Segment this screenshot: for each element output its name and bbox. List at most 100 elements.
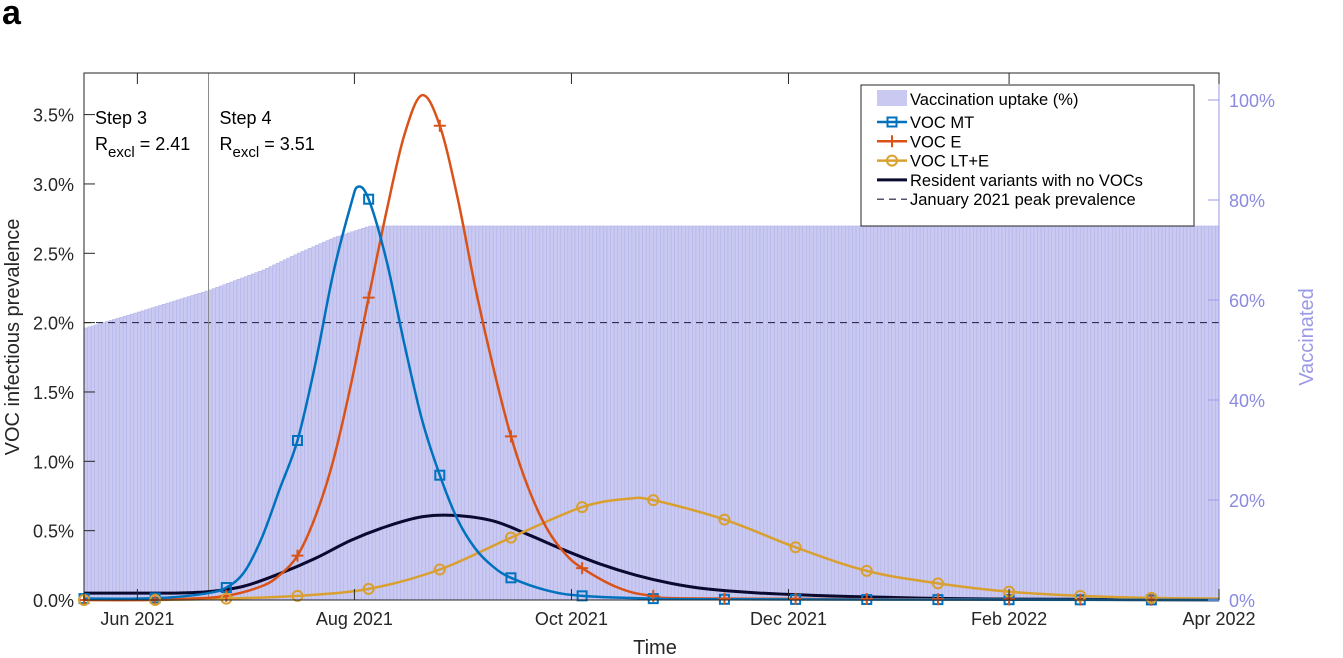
vaccination-bar: [581, 225, 586, 601]
vaccination-bar: [1069, 225, 1074, 601]
vaccination-bar: [94, 324, 99, 601]
r-excl-label: Rexcl = 2.41: [95, 134, 190, 161]
vaccination-bar: [403, 225, 409, 601]
y-tick-label-right: 80%: [1229, 191, 1265, 211]
vaccination-bar: [542, 225, 547, 601]
vaccination-bar: [179, 298, 184, 601]
vaccination-bar: [414, 225, 419, 601]
y-tick-label: 2.5%: [33, 244, 74, 264]
vaccination-bar: [183, 297, 188, 601]
vaccination-bar: [745, 225, 750, 601]
vaccination-bar: [443, 225, 448, 601]
vaccination-bar: [201, 291, 206, 601]
vaccination-bar: [1122, 225, 1127, 601]
vaccination-bar: [592, 225, 597, 601]
vaccination-bar: [1072, 225, 1077, 601]
vaccination-bar: [190, 295, 195, 601]
marker-voc-e: [789, 592, 802, 605]
vaccination-bar: [439, 225, 444, 601]
series-line-voc-mt: [83, 185, 1220, 602]
vaccination-bar: [702, 225, 707, 601]
marker-voc-mt: [434, 469, 446, 481]
vaccination-bar: [229, 281, 234, 601]
vaccination-bar: [119, 317, 124, 601]
vaccination-bar: [919, 225, 924, 601]
vaccination-bar: [990, 225, 996, 601]
vaccination-bar: [233, 280, 238, 601]
vaccination-bar: [1055, 225, 1060, 601]
vaccination-bar: [83, 327, 88, 601]
vaccination-bar: [386, 225, 391, 601]
vaccination-bar: [243, 276, 248, 601]
vaccination-bar: [247, 275, 252, 601]
vaccination-bar: [1115, 225, 1120, 601]
vaccination-bar: [1186, 225, 1191, 601]
vaccination-bar: [1200, 225, 1206, 601]
vaccination-bar: [827, 225, 832, 601]
vaccination-bar: [820, 225, 825, 601]
vaccination-bar: [364, 226, 369, 601]
vaccination-bar: [1147, 225, 1152, 601]
vaccination-bar: [382, 225, 387, 601]
vaccination-bar: [464, 225, 469, 601]
marker-voc-e: [576, 562, 589, 575]
vaccination-bar: [154, 306, 160, 601]
vaccination-bar: [923, 225, 928, 601]
vaccination-bar: [1062, 225, 1067, 601]
vaccination-bar: [588, 225, 594, 601]
vaccination-bar: [144, 309, 149, 601]
vaccination-bar: [773, 225, 779, 601]
vaccination-bar: [240, 277, 245, 601]
vaccination-bar: [140, 310, 145, 601]
vaccination-bar: [1126, 225, 1131, 601]
vaccination-bar: [1087, 225, 1092, 601]
vaccination-bar: [667, 225, 672, 601]
vaccination-bar: [777, 225, 782, 601]
axes: 0.0% 0.5% 1.0% 1.5% 2.0% 2.5% 3.0% 3.5% 0% 20% 40%…: [33, 73, 1275, 629]
vaccination-bar: [670, 225, 675, 601]
vaccination-bar: [656, 225, 661, 601]
marker-voc-lt-e: [504, 531, 517, 544]
vaccination-bar: [133, 312, 138, 601]
vaccination-bar: [880, 225, 885, 601]
vaccination-bar: [1165, 225, 1170, 601]
vaccination-bar: [186, 296, 192, 601]
vaccination-bar: [1094, 225, 1099, 601]
vaccination-bar: [877, 225, 882, 601]
vaccination-bar: [752, 225, 757, 601]
vaccination-bar: [258, 271, 263, 601]
vaccination-bar: [837, 225, 843, 601]
vaccination-bar: [112, 319, 117, 601]
vaccination-bar: [1090, 225, 1095, 601]
vaccination-bar: [1136, 225, 1142, 601]
vaccination-bar: [596, 225, 601, 601]
vaccination-bar: [87, 326, 92, 601]
vaccination-bar: [635, 225, 640, 601]
vaccination-bar: [631, 225, 636, 601]
vaccination-bar: [1119, 225, 1124, 601]
marker-voc-e: [362, 291, 375, 304]
vaccination-bar: [642, 225, 647, 601]
vaccination-bar: [1197, 225, 1202, 601]
vaccination-bar: [749, 225, 754, 601]
vaccination-bar: [176, 299, 181, 601]
marker-voc-lt-e: [1074, 589, 1087, 602]
vaccination-bar: [115, 318, 120, 601]
vaccination-bar: [161, 303, 167, 601]
legend-swatch-vaccination: [877, 90, 907, 106]
vaccination-bar: [453, 225, 458, 601]
vaccination-bar: [941, 225, 946, 601]
x-tick-label: Jun 2021: [100, 609, 174, 629]
vaccination-bar: [489, 225, 494, 601]
vaccination-bar: [193, 294, 199, 601]
vaccination-bar: [934, 225, 939, 601]
vaccination-bar: [197, 292, 202, 601]
vaccination-bar: [830, 225, 836, 601]
vaccination-bar: [926, 225, 932, 601]
vaccination-bar: [357, 229, 362, 601]
vaccination-bar: [411, 225, 416, 601]
legend-marker-voc-mt: [886, 116, 898, 128]
vaccination-bar: [1151, 225, 1156, 601]
vaccination-bar: [663, 225, 668, 601]
x-tick-label: Apr 2022: [1182, 609, 1255, 629]
